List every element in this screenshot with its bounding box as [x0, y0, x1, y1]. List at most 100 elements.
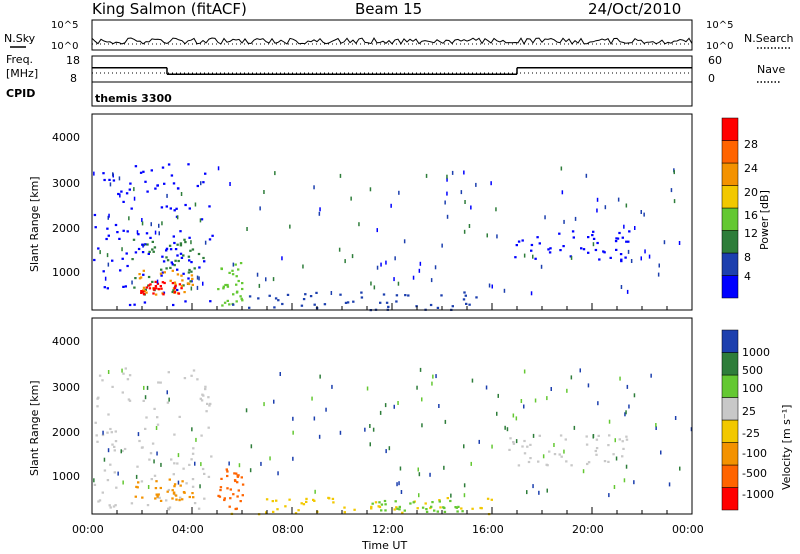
scatter-cell — [433, 509, 436, 512]
scatter-cell — [385, 301, 389, 304]
scatter-cell — [128, 399, 132, 402]
scatter-cell — [302, 503, 306, 506]
scatter-cell — [158, 231, 160, 236]
scatter-cell — [248, 306, 251, 309]
scatter-cell — [274, 297, 278, 300]
scatter-cell — [471, 507, 474, 510]
scatter-cell — [118, 176, 121, 181]
scatter-cell — [530, 243, 534, 247]
power-colorbar-label: Power [dB] — [758, 190, 771, 250]
scatter-cell — [109, 463, 112, 466]
scatter-cell — [592, 434, 595, 438]
scatter-cell — [370, 507, 373, 510]
xtick-3: 12:00 — [372, 523, 404, 536]
scatter-cell — [444, 419, 447, 424]
scatter-cell — [574, 216, 577, 221]
scatter-cell — [430, 505, 433, 508]
freq-tick-bottom: 8 — [70, 72, 77, 85]
scatter-cell — [107, 370, 110, 374]
scatter-cell — [176, 254, 179, 257]
scatter-cell — [200, 218, 204, 221]
scatter-cell — [152, 250, 155, 253]
scatter-cell — [112, 172, 114, 177]
scatter-cell — [497, 393, 499, 398]
scatter-cell — [232, 262, 235, 267]
nsearch-label: N.Search — [744, 32, 794, 45]
scatter-cell — [553, 443, 555, 447]
scatter-cell — [438, 499, 441, 502]
scatter-cell — [180, 256, 184, 259]
scatter-cell — [218, 495, 222, 498]
scatter-cell — [390, 203, 392, 208]
scatter-cell — [182, 254, 185, 257]
scatter-cell — [446, 174, 448, 179]
scatter-cell — [563, 449, 565, 454]
xtick-6: 00:00 — [672, 523, 704, 536]
scatter-cell — [211, 234, 214, 237]
velocity-colorbar-label: Velocity [m s⁻¹] — [780, 405, 793, 490]
scatter-cell — [163, 182, 166, 185]
scatter-cell — [475, 296, 478, 299]
scatter-cell — [175, 207, 178, 210]
scatter-cell — [103, 457, 106, 462]
scatter-cell — [663, 240, 666, 245]
scatter-cell — [108, 213, 110, 218]
scatter-cell — [171, 263, 174, 266]
scatter-cell — [394, 256, 396, 261]
scatter-cell — [159, 499, 163, 502]
scatter-cell — [158, 223, 160, 228]
scatter-cell — [160, 462, 162, 467]
scatter-cell — [431, 501, 434, 504]
freq-trace — [92, 66, 692, 75]
scatter-cell — [678, 241, 681, 245]
scatter-cell — [146, 243, 149, 246]
scatter-cell — [179, 230, 182, 233]
scatter-cell — [228, 271, 231, 274]
scatter-cell — [592, 230, 595, 233]
scatter-cell — [640, 210, 642, 214]
scatter-cell — [612, 453, 615, 456]
scatter-cell — [265, 277, 267, 282]
scatter-cell — [327, 496, 330, 499]
scatter-cell — [263, 402, 265, 407]
velocity-ytick-2000: 2000 — [52, 426, 80, 439]
scatter-cell — [182, 272, 185, 275]
scatter-cell — [118, 237, 121, 240]
vel-cbar-tick-100: 100 — [742, 382, 763, 395]
scatter-cell — [168, 506, 172, 509]
scatter-cell — [126, 378, 130, 381]
scatter-cell — [441, 243, 443, 248]
scatter-cell — [160, 268, 163, 271]
scatter-cell — [161, 221, 163, 226]
scatter-cell — [570, 464, 573, 467]
scatter-cell — [149, 283, 152, 286]
scatter-cell — [460, 507, 463, 510]
scatter-cell — [275, 499, 278, 502]
scatter-cell — [121, 257, 124, 260]
xtick-4: 16:00 — [472, 523, 504, 536]
scatter-cell — [624, 256, 627, 259]
scatter-cell — [107, 262, 110, 267]
scatter-cell — [424, 502, 427, 505]
scatter-cell — [144, 243, 147, 246]
scatter-cell — [142, 286, 146, 289]
scatter-cell — [258, 283, 261, 288]
scatter-cell — [95, 434, 98, 437]
scatter-cell — [166, 193, 168, 198]
scatter-cell — [503, 288, 506, 293]
scatter-cell — [241, 282, 244, 285]
scatter-cell — [129, 182, 132, 185]
scatter-cell — [673, 170, 675, 175]
scatter-cell — [190, 458, 193, 461]
scatter-cell — [538, 242, 541, 245]
scatter-cell — [191, 452, 195, 455]
scatter-cell — [532, 433, 535, 438]
scatter-cell — [450, 493, 452, 498]
scatter-cell — [617, 197, 620, 202]
scatter-cell — [171, 269, 174, 272]
power-data — [93, 163, 681, 312]
scatter-cell — [154, 187, 157, 190]
scatter-cell — [250, 444, 253, 449]
scatter-cell — [204, 240, 207, 245]
scatter-cell — [167, 163, 171, 166]
